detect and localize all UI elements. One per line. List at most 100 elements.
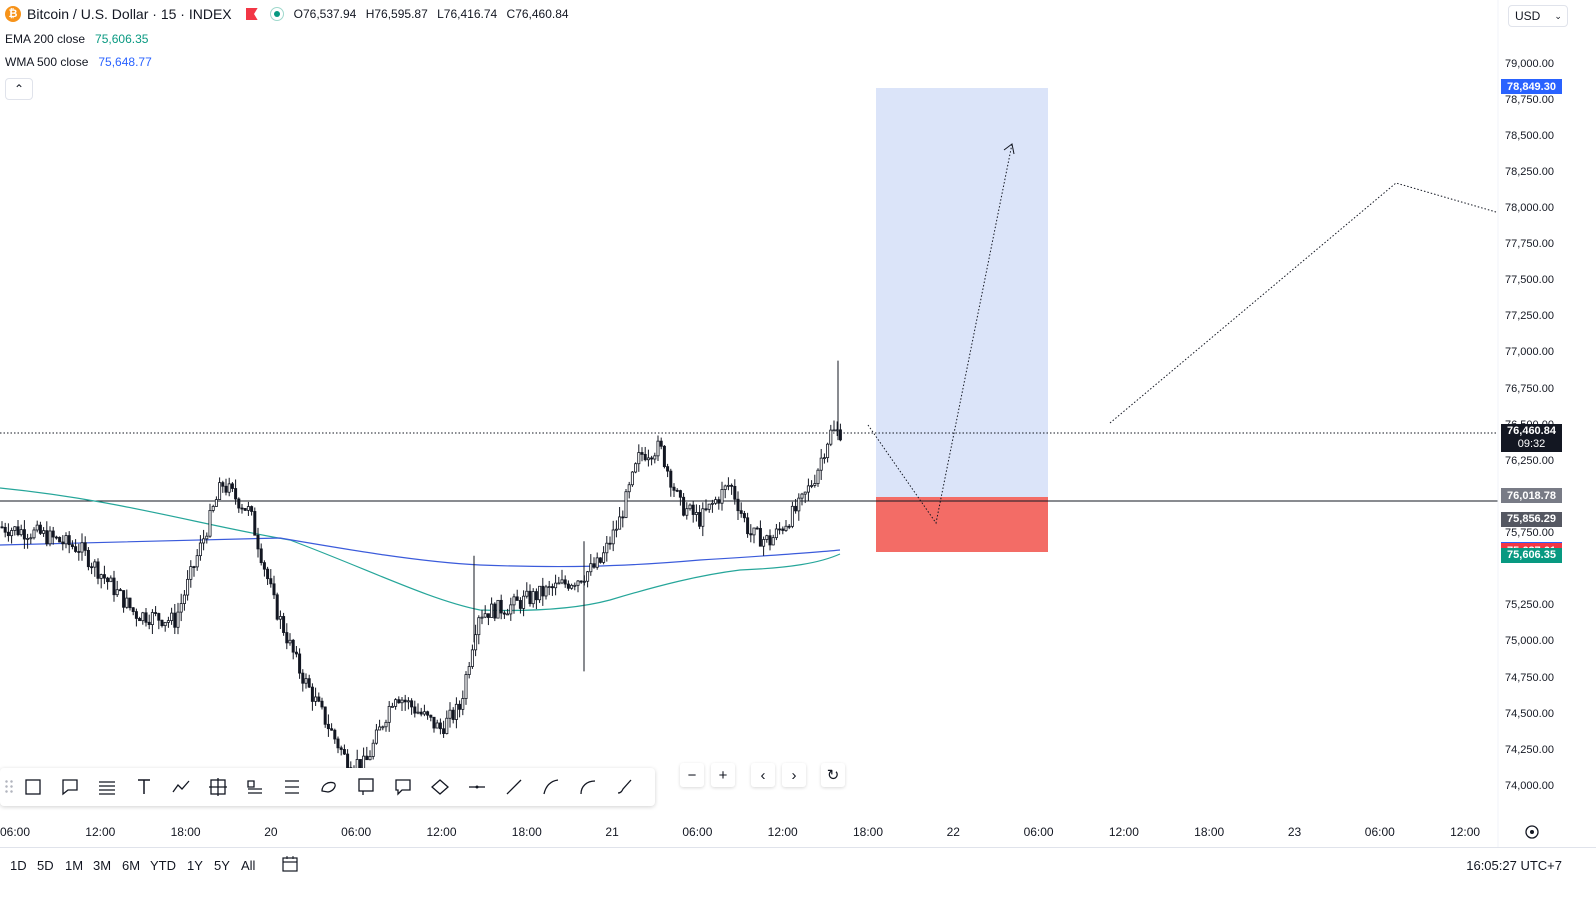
zoom-out-button[interactable]: − (680, 763, 704, 787)
candle-body (682, 496, 686, 516)
candle-body (714, 499, 718, 504)
candle-body (410, 700, 414, 708)
symbol-title[interactable]: Bitcoin / U.S. Dollar · 15 · INDEX (27, 6, 232, 22)
candle-body (643, 453, 647, 461)
candle-body (470, 649, 474, 667)
candle-body (787, 525, 791, 528)
ema-200-line[interactable] (0, 487, 841, 612)
trend-line-icon[interactable] (495, 768, 532, 806)
candle-body (275, 594, 279, 620)
candle-body (541, 585, 545, 597)
range-button-1y[interactable]: 1Y (187, 858, 203, 873)
candle-body (365, 755, 369, 761)
comment-icon[interactable] (384, 768, 421, 806)
flag-icon[interactable] (245, 8, 258, 20)
range-button-5d[interactable]: 5D (37, 858, 54, 873)
settings-icon[interactable] (1524, 824, 1540, 845)
callout-icon[interactable] (51, 768, 88, 806)
path-icon[interactable] (162, 768, 199, 806)
candle-body (474, 634, 478, 651)
candle-body (694, 512, 698, 515)
price-axis-label: 76,250.00 (1505, 454, 1554, 467)
time-axis-label: 12:00 (1108, 825, 1139, 839)
collapse-legend-button[interactable]: ⌃ (5, 78, 33, 100)
range-button-ytd[interactable]: YTD (150, 858, 176, 873)
wma-legend[interactable]: WMA 500 close 75,648.77 (5, 55, 152, 69)
candle-body (182, 594, 186, 604)
candle-body (294, 651, 298, 655)
forecast-path[interactable] (1109, 182, 1497, 424)
candle-body (624, 491, 628, 518)
candle-body (490, 603, 494, 618)
long-position-icon[interactable] (236, 768, 273, 806)
range-button-5y[interactable]: 5Y (214, 858, 230, 873)
currency-select[interactable]: USD ⌄ (1508, 5, 1568, 27)
ohlc-values: O76,537.94 H76,595.87 L76,416.74 C76,460… (293, 7, 569, 21)
scroll-controls[interactable]: ‹ › (751, 763, 806, 787)
position-target-zone[interactable] (876, 88, 1048, 497)
price-axis-label: 78,750.00 (1505, 93, 1554, 106)
reset-chart-button[interactable]: ↻ (821, 763, 845, 787)
crosshair-box-icon[interactable] (199, 768, 236, 806)
calendar-icon[interactable] (281, 855, 299, 878)
candle-body (115, 589, 119, 596)
candle-body (150, 612, 154, 626)
arc-icon[interactable] (569, 768, 606, 806)
candle-body (630, 471, 634, 486)
range-button-6m[interactable]: 6M (122, 858, 141, 873)
candle-body (611, 529, 615, 545)
symbol-legend[interactable]: ₿ Bitcoin / U.S. Dollar · 15 · INDEX O76… (5, 6, 575, 22)
range-button-all[interactable]: All (241, 858, 256, 873)
candle-body (346, 753, 350, 769)
drag-handle[interactable] (4, 779, 14, 795)
rotated-rect-icon[interactable] (421, 768, 458, 806)
candle-body (483, 613, 487, 618)
range-button-3m[interactable]: 3M (93, 858, 112, 873)
candle-body (816, 469, 820, 484)
clock-timezone[interactable]: 16:05:27 UTC+7 (1466, 858, 1562, 873)
zoom-controls[interactable]: − + (680, 763, 735, 787)
reset-controls[interactable]: ↻ (821, 763, 845, 787)
candle-body (509, 604, 513, 615)
price-range-icon[interactable] (273, 768, 310, 806)
range-button-1d[interactable]: 1D (10, 858, 27, 873)
candle-body (803, 491, 807, 495)
candle-body (320, 700, 324, 708)
candle-body (730, 484, 734, 487)
candle-body (458, 703, 462, 710)
position-stop-zone[interactable] (876, 497, 1048, 552)
candle-body (416, 711, 420, 714)
ema-legend[interactable]: EMA 200 close 75,606.35 (5, 32, 148, 46)
candle-body (781, 528, 785, 531)
price-label-icon[interactable] (347, 768, 384, 806)
range-button-1m[interactable]: 1M (65, 858, 84, 873)
candle-body (598, 557, 602, 563)
time-axis-label: 06:00 (1023, 825, 1054, 839)
parallel-channel-icon[interactable] (88, 768, 125, 806)
candle-body (250, 506, 254, 512)
ellipse-icon[interactable] (310, 768, 347, 806)
scroll-left-button[interactable]: ‹ (751, 763, 775, 787)
candle-body (102, 574, 106, 579)
candle-body (141, 612, 145, 622)
scroll-right-button[interactable]: › (782, 763, 806, 787)
brush-icon[interactable] (606, 768, 643, 806)
wma-500-line[interactable] (0, 537, 841, 568)
price-axis-label: 79,000.00 (1505, 57, 1554, 70)
candle-body (109, 577, 113, 583)
candle-body (704, 508, 708, 511)
drawing-toolbar[interactable] (0, 768, 655, 806)
candlestick-series[interactable] (0, 360, 842, 778)
projection-path[interactable] (867, 143, 1013, 525)
zoom-in-button[interactable]: + (711, 763, 735, 787)
candle-body (272, 583, 276, 596)
candle-body (221, 482, 225, 487)
candle-body (381, 726, 385, 729)
horizontal-line-icon[interactable] (458, 768, 495, 806)
candle-body (525, 590, 529, 597)
curve-icon[interactable] (532, 768, 569, 806)
rectangle-icon[interactable] (14, 768, 51, 806)
text-icon[interactable] (125, 768, 162, 806)
candle-body (726, 484, 730, 487)
